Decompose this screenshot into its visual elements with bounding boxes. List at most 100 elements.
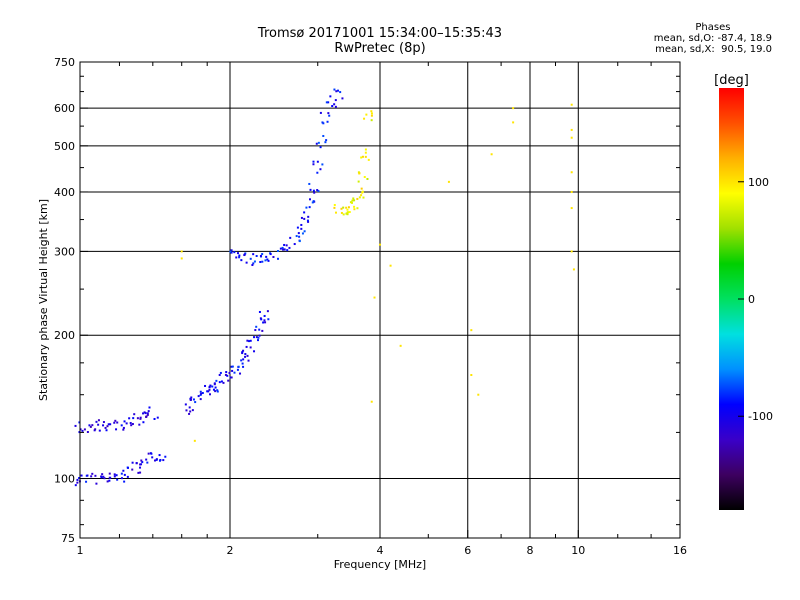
y-axis-label: Stationary phase Virtual Height [km] (37, 199, 50, 401)
data-point (228, 371, 231, 374)
data-point (347, 206, 350, 209)
data-point (283, 243, 286, 246)
data-point (233, 371, 236, 374)
data-point (261, 260, 264, 263)
data-point (103, 477, 106, 480)
data-point (356, 197, 359, 200)
data-point (308, 198, 311, 201)
data-point (235, 256, 238, 259)
data-point (115, 428, 118, 431)
data-point (255, 336, 258, 339)
data-point (204, 384, 207, 387)
data-point (94, 428, 97, 431)
data-point (95, 420, 98, 423)
grid-lines (80, 62, 680, 538)
x-tick-label: 10 (571, 544, 585, 557)
data-point (142, 421, 145, 424)
x-axis-label: Frequency [MHz] (334, 558, 426, 571)
data-point (261, 253, 264, 256)
data-point (147, 410, 150, 413)
data-point (230, 249, 233, 252)
data-point (113, 475, 116, 478)
data-point (361, 155, 364, 158)
data-point (95, 482, 98, 485)
data-point (312, 163, 315, 166)
data-point (364, 151, 367, 154)
data-point (126, 475, 129, 478)
data-point (241, 352, 244, 355)
data-point (286, 249, 289, 252)
data-point (353, 199, 356, 202)
data-point (570, 250, 573, 253)
data-point (470, 374, 473, 377)
data-point (303, 217, 306, 220)
data-point (321, 121, 324, 124)
data-point (122, 469, 125, 472)
data-point (241, 351, 244, 354)
data-point (300, 216, 303, 219)
data-point (222, 381, 225, 384)
data-point (125, 422, 128, 425)
colorbar-tick-label: 0 (748, 293, 755, 306)
data-point (370, 119, 373, 122)
data-point (307, 215, 310, 218)
colorbar-tick-label: -100 (748, 410, 773, 423)
data-point (303, 230, 306, 233)
x-tick-label: 6 (464, 544, 471, 557)
data-point (253, 260, 256, 263)
data-point (307, 220, 310, 223)
data-point (208, 385, 211, 388)
x-tick-label: 2 (227, 544, 234, 557)
data-point (370, 400, 373, 403)
y-axis-ticks: 75 100 200 300 400 500 600 750 (54, 56, 680, 545)
data-point (128, 417, 131, 420)
data-point (257, 339, 260, 342)
data-point (266, 258, 269, 261)
data-point (93, 429, 96, 432)
data-point (315, 142, 318, 145)
data-point (305, 206, 308, 209)
data-point (200, 392, 203, 395)
data-point (279, 247, 282, 250)
data-point (199, 398, 202, 401)
data-point (285, 244, 288, 247)
phase-info: Phases mean, sd,O: -87.4, 18.9 mean, sd,… (654, 22, 772, 55)
phase-info-x: mean, sd,X: 90.5, 19.0 (655, 44, 772, 55)
data-point (253, 336, 256, 339)
data-point (357, 180, 360, 183)
data-point (245, 345, 248, 348)
data-point (106, 425, 109, 428)
data-point (130, 424, 133, 427)
data-point (79, 428, 82, 431)
data-point (212, 388, 215, 391)
x-tick-label: 16 (673, 544, 687, 557)
data-point (249, 257, 252, 260)
data-point (194, 401, 197, 404)
chart-title: Tromsø 20171001 15:34:00–15:35:43 (257, 26, 503, 41)
data-point (236, 368, 239, 371)
data-point (370, 112, 373, 115)
data-point (267, 318, 270, 321)
data-point (164, 455, 167, 458)
data-point (333, 103, 336, 106)
data-point (85, 480, 88, 483)
data-point (324, 141, 327, 144)
data-point (317, 190, 320, 193)
data-point (246, 339, 249, 342)
data-point (120, 424, 123, 427)
data-point (259, 261, 262, 264)
data-point (333, 203, 336, 206)
chart-subtitle: RwPretec (8p) (334, 41, 426, 56)
data-point (262, 321, 265, 324)
data-point (329, 95, 332, 98)
data-point (328, 114, 331, 117)
colorbar-ticks: 100 0 -100 (738, 176, 773, 423)
data-point (345, 212, 348, 215)
data-point (233, 251, 236, 254)
data-point (109, 423, 112, 426)
data-point (108, 476, 111, 479)
data-point (289, 236, 292, 239)
data-point (512, 107, 515, 110)
data-point (258, 310, 261, 313)
data-point (108, 479, 111, 482)
